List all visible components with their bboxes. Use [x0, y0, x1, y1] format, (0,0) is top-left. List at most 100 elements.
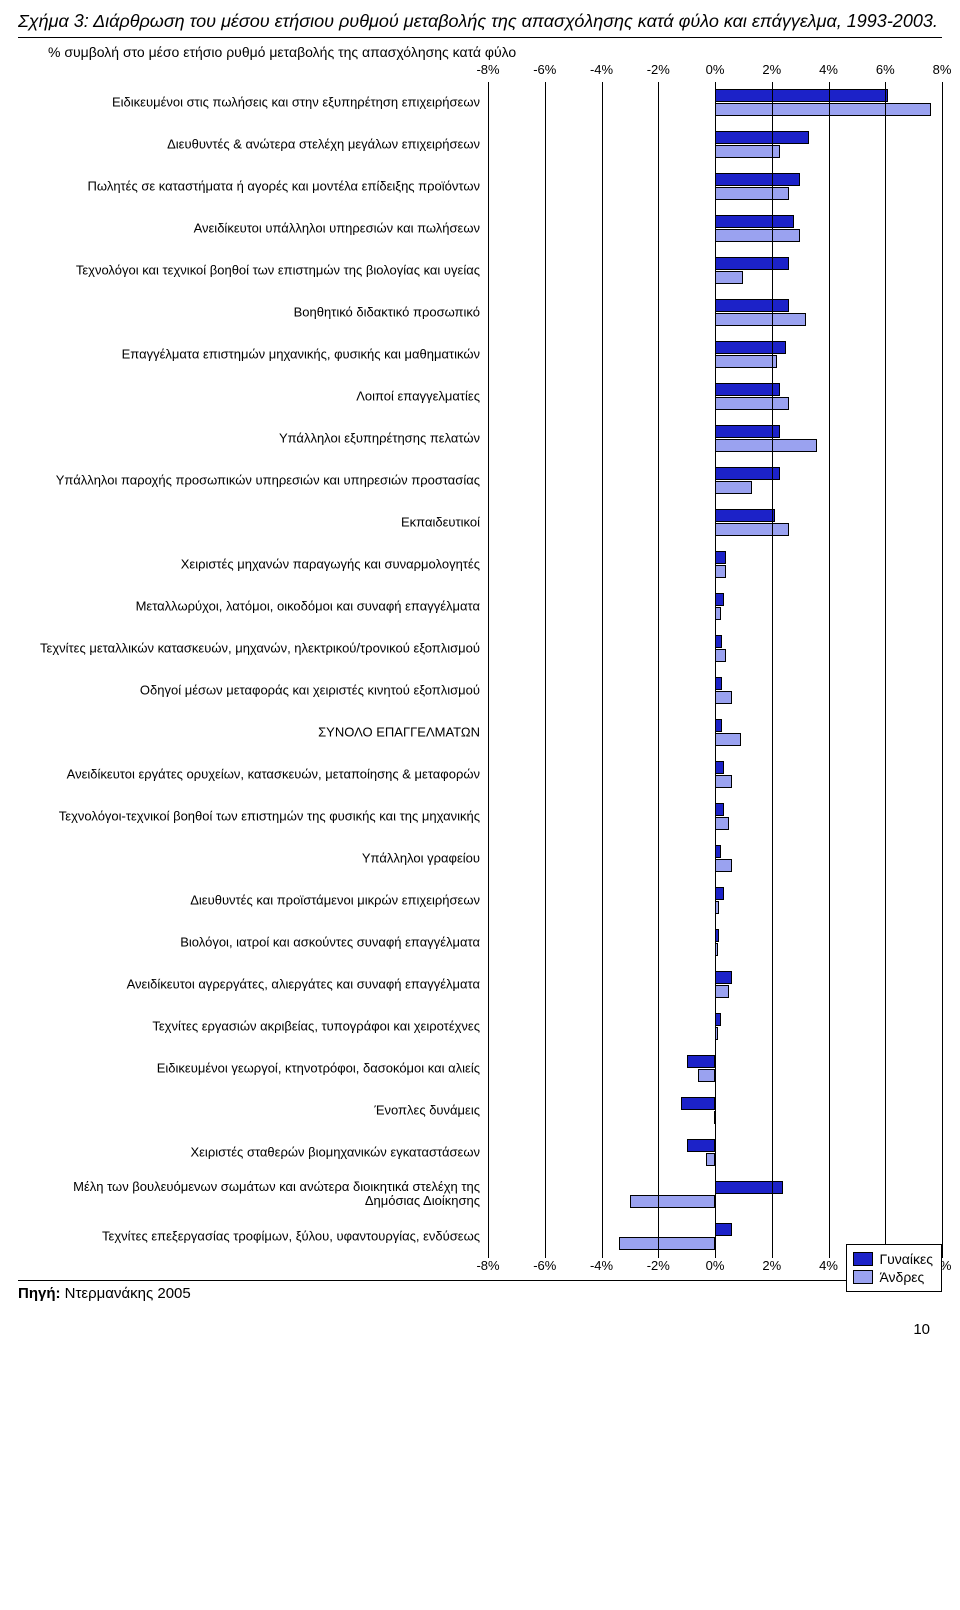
axis-tick: -6% [533, 62, 556, 77]
bar-female [715, 677, 722, 690]
row-label: Οδηγοί μέσων μεταφοράς και χειριστές κιν… [20, 683, 480, 698]
bar-male [698, 1069, 715, 1082]
row-label: Ένοπλες δυνάμεις [20, 1103, 480, 1118]
legend-item-male: Άνδρες [853, 1269, 933, 1285]
bar-male [619, 1237, 715, 1250]
bar-male [715, 313, 806, 326]
gridline [942, 82, 943, 1258]
bar-male [715, 145, 780, 158]
bar-male [715, 523, 789, 536]
row-label: Υπάλληλοι εξυπηρέτησης πελατών [20, 431, 480, 446]
bar-female [687, 1055, 715, 1068]
row-label: Διευθυντές & ανώτερα στελέχη μεγάλων επι… [20, 137, 480, 152]
bar-female [715, 803, 724, 816]
bar-female [715, 383, 780, 396]
axis-tick: -8% [476, 62, 499, 77]
axis-tick: 4% [819, 1258, 838, 1273]
axis-tick: 4% [819, 62, 838, 77]
row-label: Πωλητές σε καταστήματα ή αγορές και μοντ… [20, 179, 480, 194]
row-label: Ειδικευμένοι γεωργοί, κτηνοτρόφοι, δασοκ… [20, 1061, 480, 1076]
bar-female [715, 719, 722, 732]
bar-male [706, 1153, 715, 1166]
bar-male [715, 733, 741, 746]
row-label: Βιολόγοι, ιατροί και ασκούντες συναφή επ… [20, 935, 480, 950]
chart: -8%-6%-4%-2%0%2%4%6%8% Ειδικευμένοι στις… [18, 62, 942, 1278]
bar-male [715, 103, 931, 116]
gridline [772, 82, 773, 1258]
row-label: Ανειδίκευτοι αγρεργάτες, αλιεργάτες και … [20, 977, 480, 992]
row-label: Χειριστές μηχανών παραγωγής και συναρμολ… [20, 557, 480, 572]
axis-tick: 0% [706, 1258, 725, 1273]
axis-tick: 0% [706, 62, 725, 77]
row-label: Τεχνολόγοι και τεχνικοί βοηθοί των επιστ… [20, 263, 480, 278]
row-label: Τεχνίτες επεξεργασίας τροφίμων, ξύλου, υ… [20, 1229, 480, 1244]
source-label: Πηγή: [18, 1285, 61, 1302]
row-label: Λοιποί επαγγελματίες [20, 389, 480, 404]
bar-male [715, 565, 726, 578]
gridline [545, 82, 546, 1258]
row-label: Τεχνίτες εργασιών ακριβείας, τυπογράφοι … [20, 1019, 480, 1034]
row-label: Τεχνολόγοι-τεχνικοί βοηθοί των επιστημών… [20, 809, 480, 824]
gridline [658, 82, 659, 1258]
labels-column [18, 62, 488, 1278]
bar-female [715, 131, 809, 144]
legend-item-female: Γυναίκες [853, 1251, 933, 1267]
axis-tick: -2% [647, 1258, 670, 1273]
axis-bottom-spacer [18, 1258, 488, 1278]
gridline [602, 82, 603, 1258]
axis-tick: 2% [762, 62, 781, 77]
bar-male [715, 439, 817, 452]
bar-female [715, 341, 786, 354]
bar-female [687, 1139, 715, 1152]
row-label: Τεχνίτες μεταλλικών κατασκευών, μηχανών,… [20, 641, 480, 656]
axis-tick: 8% [933, 62, 952, 77]
bar-female [715, 215, 794, 228]
row-label: Διευθυντές και προϊστάμενοι μικρών επιχε… [20, 893, 480, 908]
legend-label-male: Άνδρες [879, 1269, 924, 1285]
axis-tick: 6% [876, 62, 895, 77]
chart-subtitle: % συμβολή στο μέσο ετήσιο ρυθμό μεταβολή… [48, 44, 942, 60]
bar-female [681, 1097, 715, 1110]
plot-column: -8%-6%-4%-2%0%2%4%6%8% Ειδικευμένοι στις… [488, 62, 942, 1278]
axis-tick: -2% [647, 62, 670, 77]
row-label: Μεταλλωρύχοι, λατόμοι, οικοδόμοι και συν… [20, 599, 480, 614]
bar-male [715, 271, 743, 284]
bar-female [715, 1181, 783, 1194]
x-axis-top: -8%-6%-4%-2%0%2%4%6%8% [488, 62, 942, 82]
page-number: 10 [913, 1321, 930, 1338]
bar-female [715, 509, 775, 522]
axis-tick: -4% [590, 62, 613, 77]
axis-tick: -4% [590, 1258, 613, 1273]
bar-male [715, 775, 732, 788]
row-label: Ανειδίκευτοι εργάτες ορυχείων, κατασκευώ… [20, 767, 480, 782]
bar-female [715, 761, 724, 774]
legend-swatch-female [853, 1252, 873, 1266]
row-label: Ανειδίκευτοι υπάλληλοι υπηρεσιών και πωλ… [20, 221, 480, 236]
bar-female [715, 425, 780, 438]
bar-female [715, 551, 726, 564]
row-label: Υπάλληλοι γραφείου [20, 851, 480, 866]
axis-top-spacer [18, 62, 488, 82]
axis-tick: -8% [476, 1258, 499, 1273]
figure-caption: Σχήμα 3: Διάρθρωση του μέσου ετήσιου ρυθ… [18, 10, 942, 38]
row-label: Επαγγέλματα επιστημών μηχανικής, φυσικής… [20, 347, 480, 362]
source-line: Πηγή: Ντερμανάκης 2005 [18, 1285, 942, 1302]
bar-female [715, 173, 800, 186]
bar-female [715, 635, 722, 648]
row-label: Βοηθητικό διδακτικό προσωπικό [20, 305, 480, 320]
bar-male [715, 355, 777, 368]
source-value: Ντερμανάκης 2005 [65, 1285, 191, 1302]
bar-female [715, 467, 780, 480]
plot-area: Ειδικευμένοι στις πωλήσεις και στην εξυπ… [488, 82, 942, 1258]
bar-male [715, 859, 732, 872]
axis-tick: 2% [762, 1258, 781, 1273]
bar-female [715, 1223, 732, 1236]
bar-female [715, 299, 789, 312]
bar-male [715, 397, 789, 410]
row-label: Εκπαιδευτικοί [20, 515, 480, 530]
row-label: Ειδικευμένοι στις πωλήσεις και στην εξυπ… [20, 95, 480, 110]
bar-male [715, 649, 726, 662]
row-label: Υπάλληλοι παροχής προσωπικών υπηρεσιών κ… [20, 473, 480, 488]
bar-female [715, 593, 724, 606]
bar-male [715, 229, 800, 242]
